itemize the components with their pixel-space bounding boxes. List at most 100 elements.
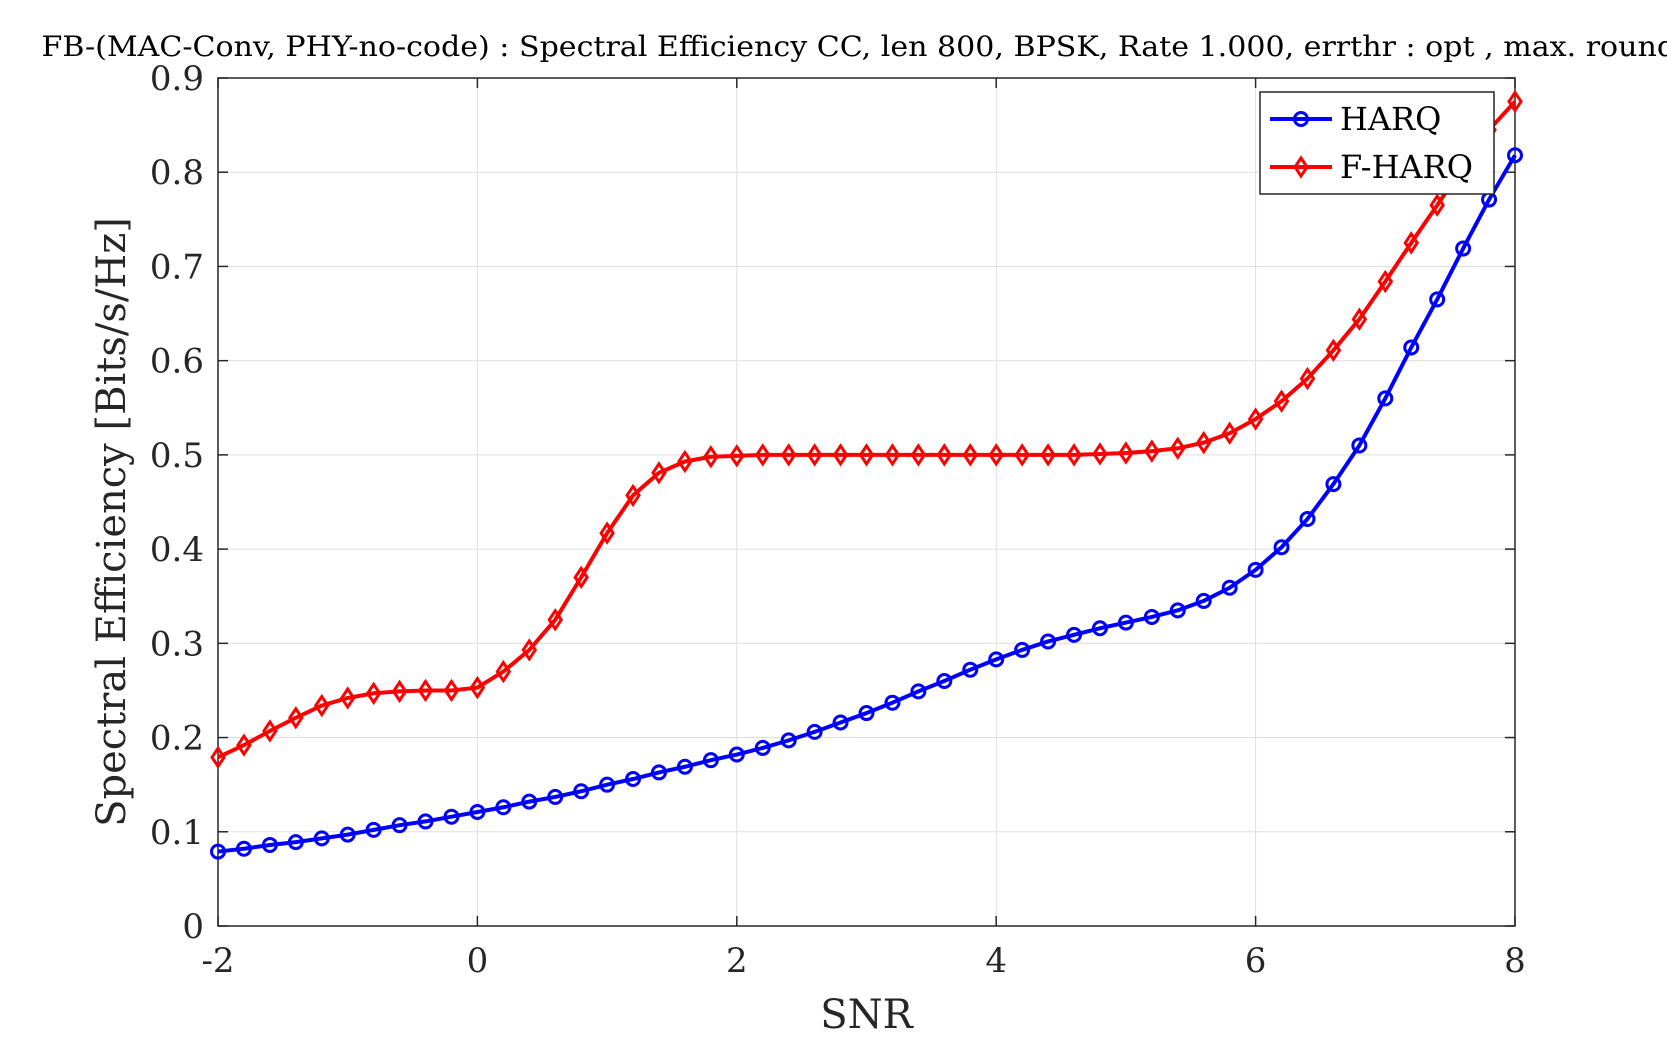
legend-marker-shape bbox=[1293, 111, 1309, 127]
data-point-f-harq bbox=[288, 706, 304, 730]
data-point-f-harq bbox=[210, 745, 226, 770]
y-tick-label: 0.1 bbox=[150, 813, 204, 853]
legend-label-harq: HARQ bbox=[1340, 100, 1441, 138]
data-point-f-harq bbox=[1429, 193, 1445, 217]
data-point-harq bbox=[962, 661, 979, 678]
data-point-harq bbox=[806, 723, 823, 740]
data-point-harq bbox=[495, 799, 512, 816]
y-tick-label: 0.9 bbox=[150, 59, 204, 99]
data-point-f-harq bbox=[1377, 269, 1394, 294]
data-point-harq bbox=[573, 783, 590, 800]
data-point-f-harq bbox=[391, 679, 408, 704]
data-point-harq bbox=[443, 808, 460, 825]
data-point-f-harq bbox=[651, 461, 667, 485]
data-point-harq bbox=[1455, 240, 1472, 257]
data-point-harq bbox=[832, 714, 849, 731]
data-point-harq bbox=[650, 764, 667, 781]
data-point-harq bbox=[728, 746, 745, 763]
legend-box bbox=[1259, 91, 1495, 195]
x-tick-label: -2 bbox=[201, 941, 234, 981]
data-point-harq bbox=[1273, 539, 1290, 556]
data-point-f-harq bbox=[236, 733, 252, 757]
x-axis-label: SNR bbox=[820, 992, 914, 1038]
data-point-harq bbox=[625, 771, 642, 788]
plot-area-frame bbox=[217, 77, 1516, 927]
data-point-harq bbox=[1403, 339, 1420, 356]
chart-title: FB-(MAC-Conv, PHY-no-code) : Spectral Ef… bbox=[42, 30, 1667, 63]
data-point-harq bbox=[1143, 608, 1160, 625]
data-point-harq bbox=[1091, 620, 1108, 637]
data-point-harq bbox=[884, 694, 901, 711]
y-tick-label: 0.8 bbox=[150, 153, 204, 193]
data-point-harq bbox=[780, 732, 797, 749]
data-point-harq bbox=[1377, 390, 1394, 407]
data-point-f-harq bbox=[1299, 366, 1316, 391]
legend-marker-harq bbox=[1293, 111, 1309, 127]
data-point-f-harq bbox=[365, 681, 382, 705]
data-point-f-harq bbox=[832, 443, 849, 467]
data-point-harq bbox=[1117, 614, 1134, 631]
data-point-harq bbox=[702, 752, 719, 769]
data-point-f-harq bbox=[443, 678, 460, 703]
data-point-f-harq bbox=[677, 449, 693, 474]
axis-ticks: -2 0 2 4 6 800.10.20.30.40.50.60.70.80.9 bbox=[150, 59, 1526, 981]
data-point-f-harq bbox=[1351, 307, 1368, 331]
data-point-f-harq bbox=[573, 565, 589, 590]
data-point-harq bbox=[1014, 641, 1031, 658]
data-point-f-harq bbox=[806, 443, 823, 467]
data-point-f-harq bbox=[625, 483, 641, 508]
data-point-f-harq bbox=[599, 521, 615, 545]
data-point-f-harq bbox=[1273, 389, 1290, 413]
data-point-f-harq bbox=[780, 443, 797, 467]
data-point-f-harq bbox=[1507, 89, 1523, 114]
x-tick-label: 8 bbox=[1504, 941, 1526, 981]
data-point-harq bbox=[1299, 510, 1316, 527]
data-point-f-harq bbox=[910, 443, 927, 467]
y-axis-label: Spectral Efficiency [Bits/s/Hz] bbox=[89, 217, 135, 827]
data-point-harq bbox=[547, 788, 564, 805]
data-point-f-harq bbox=[521, 638, 538, 662]
data-point-f-harq bbox=[728, 444, 745, 468]
series-line-harq bbox=[217, 154, 1517, 854]
y-tick-label: 0.4 bbox=[150, 530, 204, 570]
data-series bbox=[210, 89, 1523, 860]
data-point-f-harq bbox=[1066, 443, 1082, 467]
data-point-harq bbox=[235, 840, 252, 857]
data-point-harq bbox=[313, 830, 330, 847]
data-point-f-harq bbox=[417, 678, 434, 703]
data-point-harq bbox=[365, 821, 382, 838]
data-point-f-harq bbox=[988, 443, 1005, 467]
data-point-f-harq bbox=[1221, 421, 1238, 445]
data-point-f-harq bbox=[754, 443, 771, 467]
data-point-f-harq bbox=[1144, 439, 1160, 463]
data-point-f-harq bbox=[1325, 338, 1342, 363]
legend-label-f-harq: F-HARQ bbox=[1340, 148, 1473, 186]
data-point-harq bbox=[1221, 579, 1238, 596]
legend-marker-shape bbox=[1293, 155, 1309, 179]
data-point-f-harq bbox=[1195, 430, 1212, 455]
data-point-harq bbox=[469, 803, 486, 820]
y-tick-label: 0.5 bbox=[150, 436, 204, 476]
data-point-harq bbox=[1169, 602, 1186, 619]
data-point-harq bbox=[210, 843, 226, 860]
data-point-f-harq bbox=[884, 443, 901, 467]
data-point-f-harq bbox=[495, 659, 512, 684]
data-point-harq bbox=[287, 834, 304, 851]
data-point-harq bbox=[936, 673, 953, 690]
data-point-f-harq bbox=[1118, 441, 1134, 465]
data-point-harq bbox=[1429, 291, 1446, 308]
data-point-f-harq bbox=[1092, 442, 1108, 466]
x-tick-label: 2 bbox=[726, 941, 748, 981]
data-point-f-harq bbox=[339, 686, 356, 710]
data-point-harq bbox=[1195, 592, 1212, 609]
legend-entry-harq: HARQ bbox=[1270, 100, 1441, 138]
legend-marker-f-harq bbox=[1293, 155, 1309, 179]
data-point-harq bbox=[754, 739, 771, 756]
data-point-f-harq bbox=[1169, 436, 1186, 460]
y-tick-label: 0.6 bbox=[150, 342, 204, 382]
legend-entry-f-harq: F-HARQ bbox=[1270, 148, 1473, 186]
series-harq bbox=[210, 147, 1523, 860]
data-point-f-harq bbox=[1040, 443, 1056, 467]
y-tick-label: 0.3 bbox=[150, 624, 204, 664]
